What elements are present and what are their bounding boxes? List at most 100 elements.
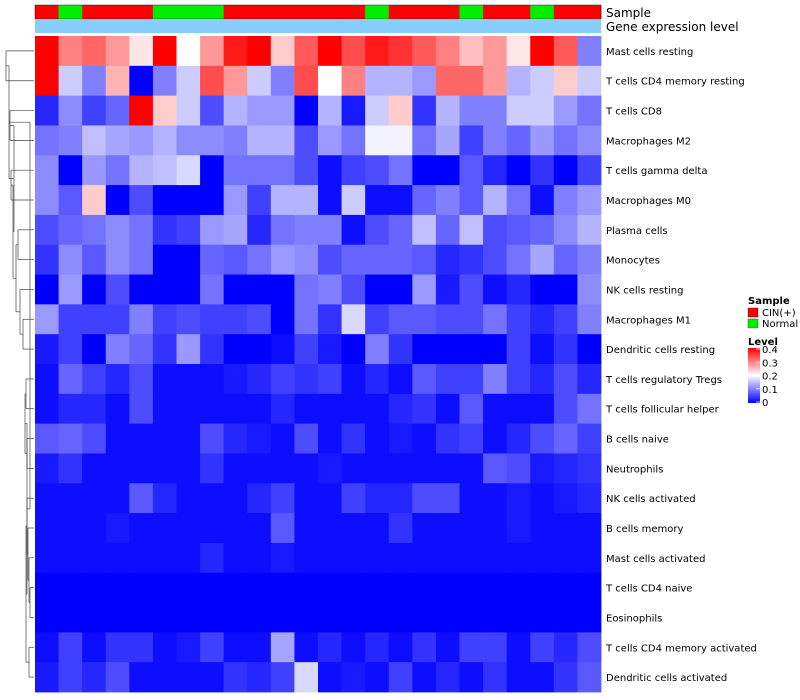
heatmap-cell bbox=[294, 185, 319, 216]
sample-annotation-cell bbox=[388, 5, 413, 19]
heatmap-cell bbox=[318, 334, 342, 365]
row-label: Neutrophils bbox=[606, 464, 663, 475]
heatmap-cell bbox=[82, 334, 107, 365]
heatmap-cell bbox=[577, 334, 602, 365]
heatmap-cell bbox=[341, 214, 366, 246]
heatmap-cell bbox=[412, 214, 437, 246]
heatmap-cell bbox=[35, 393, 59, 425]
heatmap-cell bbox=[506, 95, 531, 126]
heatmap-cell bbox=[459, 572, 484, 603]
heatmap-cell bbox=[58, 95, 83, 126]
heatmap-cell bbox=[577, 632, 602, 663]
heatmap-cell bbox=[58, 602, 83, 633]
heatmap-cell bbox=[530, 602, 555, 633]
heatmap-cell bbox=[483, 36, 508, 67]
heatmap-cell bbox=[35, 453, 59, 484]
heatmap-cell bbox=[483, 334, 508, 365]
heatmap-cell bbox=[35, 274, 59, 305]
heatmap-cell bbox=[105, 244, 130, 275]
heatmap-cell bbox=[530, 185, 555, 216]
heatmap-cell bbox=[35, 36, 59, 67]
heatmap-cell bbox=[483, 274, 508, 305]
row-label: T cells CD8 bbox=[605, 107, 662, 118]
heatmap-cell bbox=[152, 393, 177, 425]
sample-annotation-cell bbox=[105, 5, 130, 19]
heatmap-cell bbox=[152, 483, 177, 514]
heatmap-cell bbox=[270, 662, 295, 693]
heatmap-cell bbox=[412, 65, 437, 97]
heatmap-cell bbox=[129, 274, 154, 305]
heatmap-cell bbox=[176, 602, 201, 633]
heatmap-cell bbox=[577, 65, 602, 97]
heatmap-cell bbox=[105, 423, 130, 454]
heatmap-cell bbox=[365, 632, 390, 663]
heatmap-cell bbox=[577, 572, 602, 603]
heatmap-cell bbox=[176, 453, 201, 484]
heatmap-cell bbox=[247, 65, 272, 97]
heatmap-cell bbox=[35, 662, 59, 693]
row-label: Macrophages M2 bbox=[606, 136, 691, 147]
heatmap-cell bbox=[129, 572, 154, 603]
heatmap-cell bbox=[200, 364, 225, 395]
heatmap-cell bbox=[341, 423, 366, 454]
heatmap-cell bbox=[105, 214, 130, 246]
heatmap-cell bbox=[105, 274, 130, 305]
heatmap-cell bbox=[530, 393, 555, 425]
heatmap-cell bbox=[459, 155, 484, 186]
sample-annotation-cell bbox=[247, 5, 272, 19]
heatmap-cell bbox=[294, 662, 319, 693]
heatmap-cell bbox=[247, 632, 272, 663]
heatmap-cell bbox=[412, 513, 437, 544]
row-label: T cells gamma delta bbox=[605, 166, 707, 177]
heatmap-cell bbox=[412, 334, 437, 365]
heatmap-cell bbox=[247, 185, 272, 216]
level-tick-label: 0.2 bbox=[762, 372, 778, 383]
heatmap-cell bbox=[176, 274, 201, 305]
heatmap-cell bbox=[341, 244, 366, 275]
heatmap-cell bbox=[459, 393, 484, 425]
heatmap-cell bbox=[388, 364, 413, 395]
heatmap-cell bbox=[318, 662, 342, 693]
heatmap-cell bbox=[483, 95, 508, 126]
heatmap-cell bbox=[223, 95, 248, 126]
heatmap-cell bbox=[294, 542, 319, 574]
heatmap-cell bbox=[530, 95, 555, 126]
heatmap-cell bbox=[223, 304, 248, 335]
heatmap-cell bbox=[459, 214, 484, 246]
heatmap-cell bbox=[553, 662, 578, 693]
heatmap-cell bbox=[200, 483, 225, 514]
heatmap-cell bbox=[82, 572, 107, 603]
heatmap-cell bbox=[247, 274, 272, 305]
heatmap-cell bbox=[459, 662, 484, 693]
heatmap-cell bbox=[294, 65, 319, 97]
heatmap-cell bbox=[105, 304, 130, 335]
heatmap-cell bbox=[365, 95, 390, 126]
heatmap-cell bbox=[553, 602, 578, 633]
heatmap-cell bbox=[412, 662, 437, 693]
sample-annotation-cell bbox=[459, 5, 484, 19]
row-label: T cells CD4 memory resting bbox=[605, 77, 745, 88]
heatmap-cell bbox=[318, 423, 342, 454]
heatmap-cell bbox=[318, 244, 342, 275]
heatmap-cell bbox=[152, 542, 177, 574]
heatmap-cell bbox=[152, 602, 177, 633]
heatmap-cell bbox=[294, 632, 319, 663]
level-legend: Level 0.4 0.3 0.2 0.1 0 bbox=[748, 337, 778, 409]
heatmap-cell bbox=[247, 244, 272, 275]
heatmap-cell bbox=[200, 513, 225, 544]
heatmap-cell bbox=[388, 304, 413, 335]
row-label: B cells memory bbox=[606, 524, 683, 535]
heatmap-cell bbox=[341, 572, 366, 603]
heatmap-cell bbox=[412, 393, 437, 425]
heatmap-cell bbox=[129, 244, 154, 275]
heatmap-cell bbox=[365, 334, 390, 365]
heatmap-cell bbox=[365, 423, 390, 454]
heatmap-cell bbox=[506, 65, 531, 97]
sample-annotation-cell bbox=[435, 5, 460, 19]
heatmap-cell bbox=[388, 185, 413, 216]
heatmap-cell bbox=[58, 453, 83, 484]
heatmap-cell bbox=[294, 334, 319, 365]
heatmap-cell bbox=[577, 155, 602, 186]
sample-annotation-cell bbox=[58, 5, 83, 19]
heatmap-cell bbox=[341, 364, 366, 395]
